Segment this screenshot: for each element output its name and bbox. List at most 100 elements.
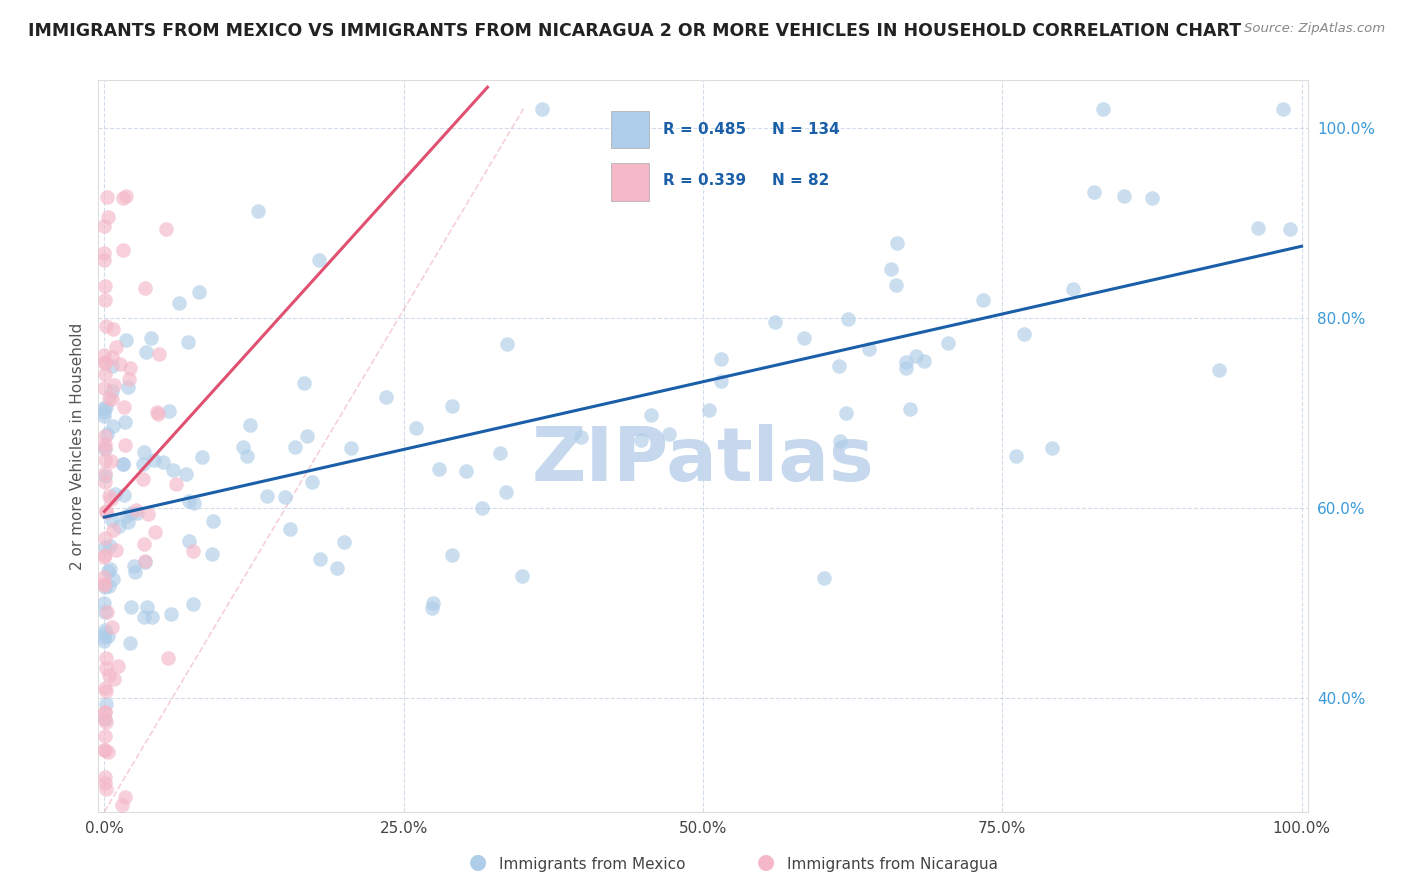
- Point: [100, 384, 122, 398]
- Point: [112, 244, 135, 258]
- Point: [1092, 102, 1115, 116]
- Point: [100, 492, 122, 507]
- Point: [93, 347, 115, 361]
- Point: [177, 533, 200, 548]
- Point: [495, 337, 517, 351]
- Point: [93, 570, 115, 584]
- Point: [96, 426, 118, 441]
- Point: [132, 472, 155, 486]
- Point: [93, 405, 115, 419]
- Point: [326, 561, 349, 575]
- Point: [104, 486, 127, 500]
- Point: [111, 457, 134, 471]
- Point: [793, 331, 815, 345]
- Point: [177, 493, 200, 508]
- Point: [886, 278, 908, 293]
- Point: [183, 496, 205, 510]
- Point: [830, 434, 852, 449]
- Point: [894, 361, 917, 376]
- Point: [93, 293, 115, 307]
- Point: [763, 314, 786, 328]
- Point: [274, 490, 297, 504]
- Point: [333, 535, 356, 549]
- Point: [495, 485, 517, 500]
- Point: [125, 502, 148, 516]
- Point: [93, 712, 115, 726]
- Point: [813, 571, 835, 585]
- Text: Immigrants from Nicaragua: Immigrants from Nicaragua: [787, 857, 998, 872]
- Point: [1083, 186, 1105, 200]
- Point: [94, 319, 117, 334]
- Point: [697, 403, 720, 417]
- Point: [134, 445, 156, 459]
- Point: [569, 430, 592, 444]
- Text: ●: ●: [470, 853, 486, 872]
- Point: [94, 428, 117, 442]
- Point: [101, 359, 124, 373]
- Point: [93, 355, 115, 369]
- Point: [489, 446, 512, 460]
- Point: [94, 651, 117, 665]
- Point: [103, 378, 125, 392]
- Point: [256, 489, 278, 503]
- Point: [96, 697, 118, 711]
- Point: [340, 441, 363, 455]
- Point: [93, 409, 115, 423]
- Point: [148, 347, 170, 361]
- Point: [471, 500, 494, 515]
- Point: [98, 391, 121, 405]
- Point: [105, 340, 128, 354]
- Point: [1004, 450, 1026, 464]
- Text: Immigrants from Mexico: Immigrants from Mexico: [499, 857, 686, 872]
- Text: IMMIGRANTS FROM MEXICO VS IMMIGRANTS FROM NICARAGUA 2 OR MORE VEHICLES IN HOUSEH: IMMIGRANTS FROM MEXICO VS IMMIGRANTS FRO…: [28, 22, 1241, 40]
- Point: [136, 599, 159, 614]
- Point: [162, 463, 184, 477]
- Point: [1040, 441, 1063, 455]
- Point: [93, 401, 115, 415]
- Point: [658, 427, 681, 442]
- Point: [96, 605, 118, 619]
- Text: Source: ZipAtlas.com: Source: ZipAtlas.com: [1244, 22, 1385, 36]
- Point: [94, 661, 117, 675]
- Point: [94, 467, 117, 481]
- Point: [100, 392, 122, 406]
- Point: [93, 252, 115, 267]
- Point: [297, 429, 319, 443]
- Point: [93, 442, 115, 456]
- Point: [94, 743, 117, 757]
- Point: [93, 770, 115, 784]
- Point: [93, 712, 115, 726]
- Point: [112, 401, 135, 415]
- Point: [111, 458, 134, 472]
- Point: [191, 450, 214, 465]
- Y-axis label: 2 or more Vehicles in Household: 2 or more Vehicles in Household: [69, 322, 84, 570]
- Point: [912, 354, 935, 368]
- Point: [101, 572, 124, 586]
- Point: [134, 537, 156, 551]
- Point: [894, 355, 917, 369]
- Point: [93, 381, 115, 395]
- Point: [134, 554, 156, 568]
- Point: [101, 513, 124, 527]
- Point: [98, 562, 121, 576]
- Point: [858, 342, 880, 356]
- Point: [146, 407, 169, 421]
- Point: [1112, 189, 1135, 203]
- Point: [100, 619, 122, 633]
- Point: [93, 245, 115, 260]
- Point: [905, 349, 928, 363]
- Point: [1246, 220, 1268, 235]
- Point: [115, 508, 138, 523]
- Point: [114, 790, 136, 805]
- Point: [429, 462, 451, 476]
- Point: [136, 507, 159, 521]
- Point: [115, 189, 138, 203]
- Point: [174, 467, 197, 481]
- Point: [181, 597, 204, 611]
- Point: [118, 372, 141, 386]
- Point: [103, 672, 125, 686]
- Point: [640, 409, 662, 423]
- Point: [98, 489, 121, 503]
- Point: [96, 745, 118, 759]
- Point: [96, 629, 118, 643]
